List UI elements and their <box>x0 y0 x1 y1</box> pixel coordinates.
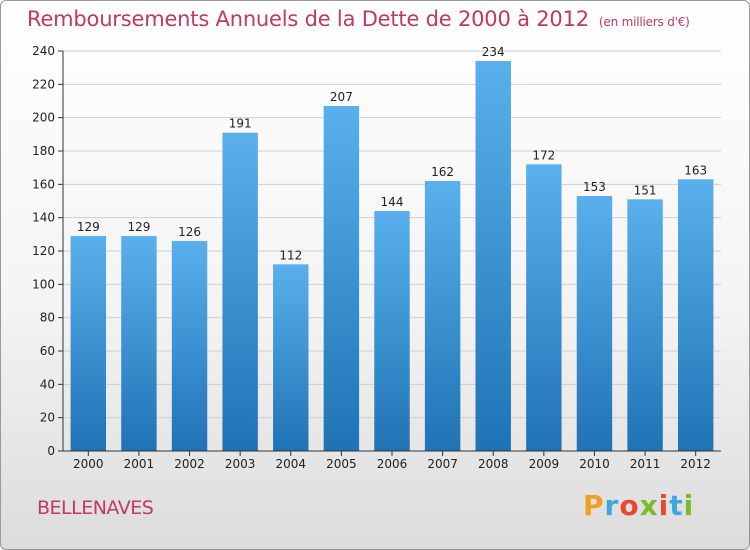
bar-2003 <box>222 132 258 451</box>
bar-2001 <box>121 236 157 451</box>
title-text: Remboursements Annuels de la Dette de 20… <box>27 7 589 31</box>
bar-2012 <box>677 179 714 452</box>
y-tick-label: 180 <box>32 144 55 158</box>
y-tick-label: 20 <box>40 411 55 425</box>
bar-2002 <box>171 241 208 451</box>
logo-letter: r <box>604 489 620 522</box>
y-tick-label: 100 <box>32 277 55 291</box>
bar-value-label: 172 <box>532 148 555 162</box>
bar-value-label: 151 <box>634 183 657 197</box>
bar-2010 <box>576 196 613 451</box>
x-tick-label: 2007 <box>427 457 458 471</box>
bar-2004 <box>273 264 309 451</box>
x-tick-label: 2011 <box>630 457 661 471</box>
bar-value-label: 129 <box>77 220 100 234</box>
bar-2009 <box>526 164 562 452</box>
x-tick-label: 2008 <box>478 457 509 471</box>
bar-value-label: 153 <box>583 180 606 194</box>
x-tick-label: 2005 <box>326 457 357 471</box>
x-tick-label: 2009 <box>529 457 560 471</box>
y-tick-label: 240 <box>32 44 55 58</box>
x-tick-label: 2010 <box>579 457 610 471</box>
bar-2011 <box>627 199 663 451</box>
y-tick-label: 0 <box>47 444 55 458</box>
y-tick-label: 80 <box>40 311 55 325</box>
logo-letter: t <box>669 489 684 522</box>
x-tick-label: 2001 <box>124 457 155 471</box>
bar-value-label: 112 <box>279 248 302 262</box>
y-tick-label: 200 <box>32 111 55 125</box>
bar-value-label: 234 <box>482 45 505 59</box>
bar-2008 <box>475 61 511 451</box>
chart-title: Remboursements Annuels de la Dette de 20… <box>27 7 690 31</box>
x-tick-label: 2006 <box>377 457 408 471</box>
bar-2006 <box>374 211 410 451</box>
logo-letter: i <box>658 489 670 522</box>
axes: 0 20 40 60 80 100 120 140 160 180 200 220 240 2000 200… <box>32 44 721 471</box>
x-tick-label: 2003 <box>225 457 256 471</box>
y-tick-label: 140 <box>32 211 55 225</box>
y-tick-label: 220 <box>32 77 55 91</box>
bar-value-label: 126 <box>178 225 201 239</box>
bar-value-label: 162 <box>431 165 454 179</box>
bar-value-label: 144 <box>381 195 404 209</box>
y-tick-label: 40 <box>40 377 55 391</box>
x-tick-label: 2000 <box>73 457 104 471</box>
bar-value-label: 163 <box>684 163 707 177</box>
bar-value-label: 129 <box>127 220 150 234</box>
proxiti-logo: Proxiti <box>583 489 694 522</box>
x-tick-label: 2002 <box>174 457 205 471</box>
bar-2005 <box>323 106 360 451</box>
logo-letter: x <box>639 489 659 522</box>
y-tick-label: 120 <box>32 244 55 258</box>
y-tick-label: 160 <box>32 177 55 191</box>
logo-letter: i <box>683 489 695 522</box>
x-tick-label: 2004 <box>275 457 306 471</box>
unit-label: (en milliers d'€) <box>598 15 690 29</box>
bar-2007 <box>424 181 461 451</box>
x-tick-label: 2012 <box>680 457 711 471</box>
bars: 129 129 126 191 112 207 144 162 234 172 153 151 163 <box>70 45 714 452</box>
logo-letter: o <box>619 489 640 522</box>
logo-letter: P <box>583 489 605 522</box>
y-tick-label: 60 <box>40 344 55 358</box>
bar-2000 <box>70 236 107 451</box>
commune-name: BELLENAVES <box>37 497 154 519</box>
bar-value-label: 207 <box>330 90 353 104</box>
bar-value-label: 191 <box>229 117 252 131</box>
